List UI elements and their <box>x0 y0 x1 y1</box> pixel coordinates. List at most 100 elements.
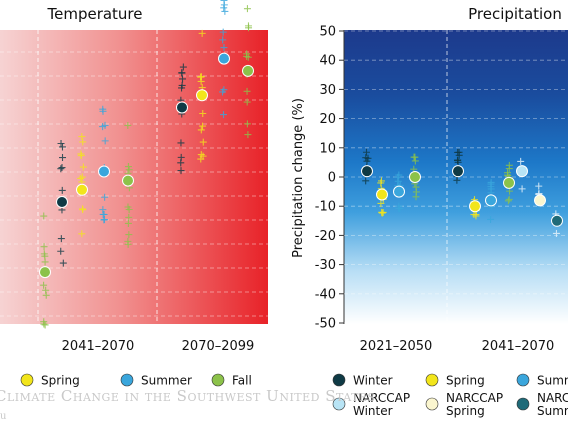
legend: Spring Summer Fall Winter Spring Summ NARCCAPW… <box>20 373 568 418</box>
temperature-model-plus <box>219 36 227 44</box>
temperature-model-plus <box>177 167 185 175</box>
precipitation-marker-narccap-spring <box>534 194 546 207</box>
precipitation-model-plus <box>412 183 420 191</box>
temperature-title: Temperature <box>46 5 142 23</box>
temperature-model-plus <box>58 143 66 151</box>
temperature-model-plus <box>245 24 253 32</box>
temperature-category-label: 2041–2070 <box>62 339 135 354</box>
watermark-subtext: u <box>0 411 7 422</box>
precipitation-model-plus <box>454 156 462 164</box>
temperature-model-plus <box>125 205 133 213</box>
legend-label: Summ <box>537 374 568 388</box>
precipitation-marker-winter <box>452 165 464 178</box>
temperature-model-plus <box>78 230 86 238</box>
precipitation-model-plus <box>412 193 420 201</box>
legend-marker-summer <box>120 373 134 387</box>
temperature-model-plus <box>79 205 87 213</box>
precipitation-y-axis-label: Precipitation change (%) <box>291 98 306 258</box>
temperature-marker-summer <box>98 165 110 178</box>
precipitation-tick-label: -10 <box>315 200 336 215</box>
legend-label: Winter <box>353 374 393 388</box>
temperature-model-plus <box>58 164 66 172</box>
temperature-model-plus <box>40 243 48 251</box>
precipitation-model-plus <box>455 148 463 156</box>
temperature-model-plus <box>220 111 228 119</box>
legend-label: NARCCAPSumm <box>537 391 568 418</box>
temperature-model-plus <box>244 53 252 61</box>
precipitation-model-plus <box>395 171 403 179</box>
precipitation-gridlines <box>344 30 568 324</box>
temperature-model-plus <box>179 75 187 83</box>
precipitation-model-plus <box>504 197 512 205</box>
precipitation-model-plus <box>535 182 543 190</box>
temperature-model-plus <box>197 126 205 134</box>
legend-marker <box>332 373 346 387</box>
legend-marker <box>516 397 530 411</box>
temperature-plot-area <box>0 30 268 324</box>
temperature-model-plus <box>59 154 67 162</box>
temperature-model-plus <box>125 231 133 239</box>
temperature-model-plus <box>220 1 228 9</box>
temperature-model-plus <box>99 105 107 113</box>
legend-label: Spring <box>446 374 485 388</box>
precipitation-tick-label: -50 <box>315 317 336 332</box>
temperature-model-plus <box>79 163 87 171</box>
temperature-model-plus <box>124 121 132 129</box>
precipitation-model-plus <box>362 154 370 162</box>
temperature-model-plus <box>199 122 207 130</box>
temperature-category-label: 2070–2099 <box>182 339 255 354</box>
precipitation-model-plus <box>378 208 386 216</box>
precipitation-category-labels: 2021–2050 2041–2070 <box>360 339 555 354</box>
temperature-model-plus <box>220 44 228 52</box>
legend-label: Summer <box>141 374 192 388</box>
temperature-model-plus <box>177 139 185 147</box>
temperature-model-plus <box>59 259 67 267</box>
precipitation-plot-area <box>344 30 568 324</box>
precipitation-category-label: 2041–2070 <box>482 339 555 354</box>
temperature-model-plus <box>243 120 251 128</box>
legend-label: Spring <box>41 374 80 388</box>
temperature-marker-summer <box>218 52 230 65</box>
precipitation-tick-label: 40 <box>319 54 336 69</box>
precipitation-model-plus <box>410 153 418 161</box>
temperature-model-plus <box>124 240 132 248</box>
precipitation-tick-label: 10 <box>319 141 336 156</box>
temperature-model-plus <box>40 320 48 328</box>
precipitation-model-plus <box>472 212 480 220</box>
temperature-model-plus <box>40 281 48 289</box>
legend-label: Fall <box>232 374 252 388</box>
legend-marker <box>425 373 439 387</box>
precipitation-marker-summer <box>485 194 497 207</box>
precipitation-model-plus <box>378 209 386 217</box>
precipitation-model-plus <box>363 157 371 165</box>
temperature-marker-fall <box>39 266 51 279</box>
precipitation-model-plus <box>377 177 385 185</box>
watermark-text: CLIMATE CHANGE IN THE SOUTHWEST UNITED S… <box>0 387 376 405</box>
temperature-marker-spring <box>196 89 208 102</box>
temperature-model-plus <box>42 286 50 294</box>
temperature-model-plus <box>100 210 108 218</box>
temperature-model-plus <box>124 163 132 171</box>
temperature-model-plus <box>243 5 251 13</box>
precipitation-tick-label: 0 <box>328 171 336 186</box>
legend-marker <box>332 397 346 411</box>
temperature-model-plus <box>219 28 227 36</box>
temperature-model-plus <box>57 140 65 148</box>
temperature-marker-fall <box>122 174 134 187</box>
temperature-model-plus <box>79 138 87 146</box>
precipitation-model-plus <box>552 229 560 237</box>
temperature-model-plus <box>177 153 185 161</box>
temperature-model-plus <box>179 63 187 71</box>
temperature-model-plus <box>77 174 85 182</box>
temperature-model-plus <box>77 152 85 160</box>
temperature-marker-spring <box>76 183 88 196</box>
legend-marker-fall <box>211 373 225 387</box>
temperature-model-plus <box>57 247 65 255</box>
precipitation-marker-summer <box>393 185 405 198</box>
temperature-model-plus <box>178 84 186 92</box>
temperature-model-plus <box>58 186 66 194</box>
temperature-model-plus <box>198 29 206 37</box>
temperature-model-plus <box>220 4 228 12</box>
